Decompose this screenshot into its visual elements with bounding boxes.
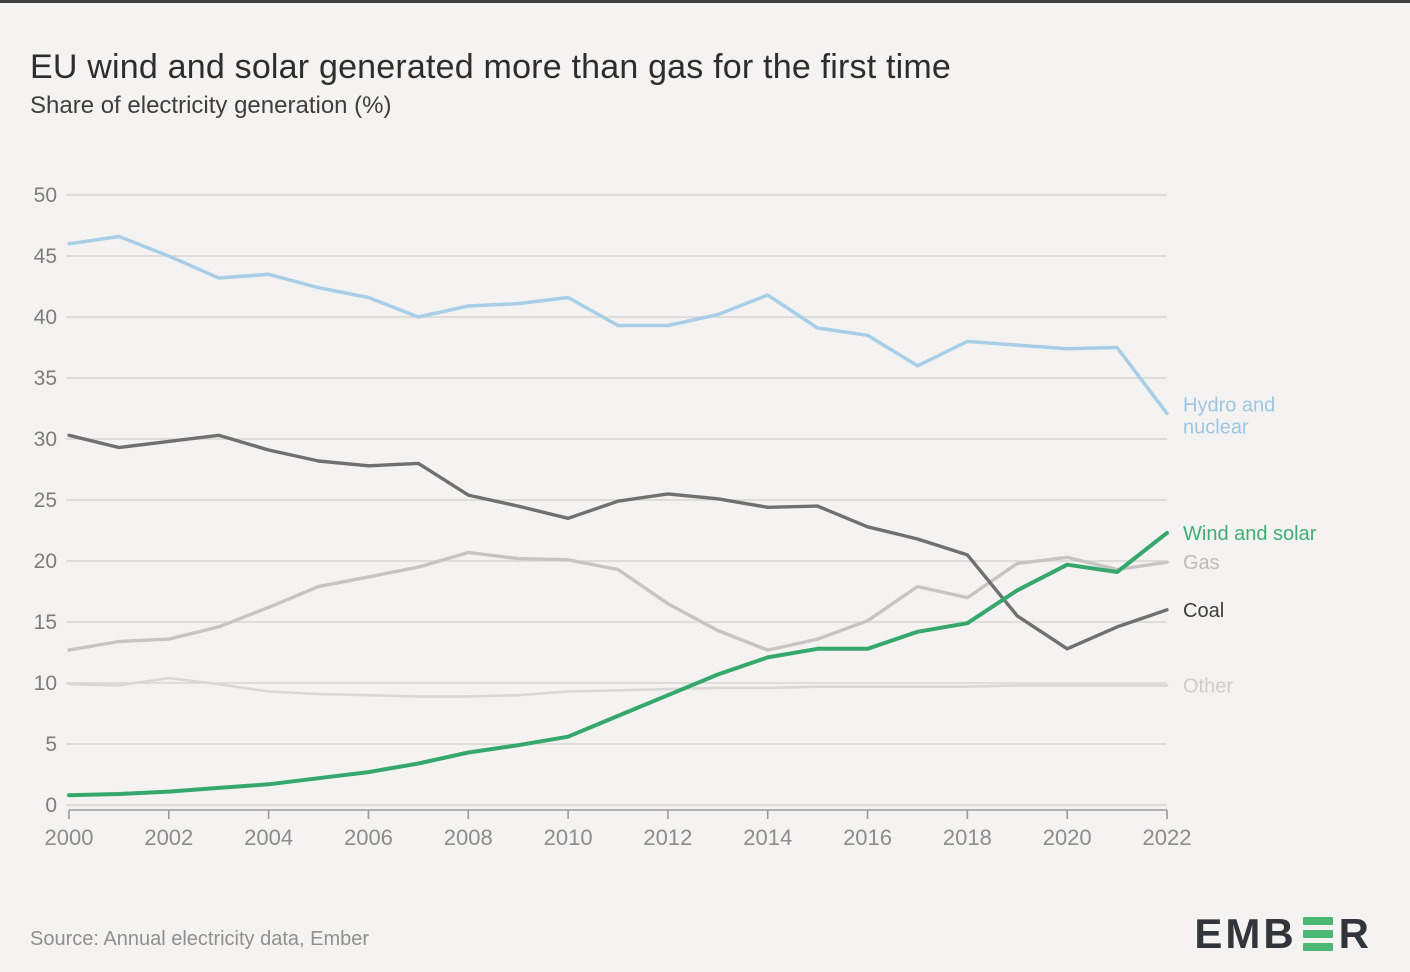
y-tick-label-40: 40: [34, 306, 57, 329]
series-label-wind-and-solar: Wind and solar: [1183, 523, 1317, 545]
y-tick-label-35: 35: [34, 367, 57, 390]
y-tick-label-0: 0: [45, 794, 57, 817]
x-tick-label-2020: 2020: [1043, 825, 1092, 850]
series-label-hydro-and-nuclear: Hydro and nuclear: [1183, 394, 1275, 438]
chart-title: EU wind and solar generated more than ga…: [30, 47, 952, 86]
x-tick-label-2004: 2004: [244, 825, 293, 850]
x-tick-label-2008: 2008: [444, 825, 493, 850]
x-tick-label-2016: 2016: [843, 825, 892, 850]
screenshot-top-edge-artifact: [0, 0, 1410, 3]
series-line-gas: [67, 550, 1169, 652]
ember-logo: EMB R: [1194, 908, 1372, 960]
y-tick-label-25: 25: [34, 489, 57, 512]
chart-subtitle: Share of electricity generation (%): [30, 92, 392, 119]
series-line-hydro-and-nuclear: [67, 234, 1169, 416]
x-tick-label-2000: 2000: [45, 825, 94, 850]
ember-logo-text-suffix: R: [1338, 910, 1372, 957]
x-tick-label-2012: 2012: [643, 825, 692, 850]
series-line-coal: [67, 433, 1169, 651]
series-label-other: Other: [1183, 675, 1233, 697]
x-tick-label-2022: 2022: [1143, 825, 1192, 850]
series-line-wind-and-solar: [67, 530, 1169, 798]
x-tick-label-2010: 2010: [544, 825, 593, 850]
y-tick-label-30: 30: [34, 428, 57, 451]
source-note: Source: Annual electricity data, Ember: [30, 928, 370, 950]
y-tick-label-45: 45: [34, 245, 57, 268]
x-tick-label-2018: 2018: [943, 825, 992, 850]
ember-logo-text-prefix: EMB: [1194, 910, 1297, 957]
y-tick-label-5: 5: [45, 733, 57, 756]
y-tick-label-10: 10: [34, 672, 57, 695]
x-tick-label-2002: 2002: [144, 825, 193, 850]
y-tick-label-50: 50: [34, 184, 57, 207]
y-tick-label-20: 20: [34, 550, 57, 573]
x-tick-label-2006: 2006: [344, 825, 393, 850]
ember-logo-e-bars-icon: [1302, 917, 1333, 951]
y-tick-label-15: 15: [34, 611, 57, 634]
series-line-other: [67, 676, 1169, 698]
x-tick-label-2014: 2014: [743, 825, 792, 850]
series-label-coal: Coal: [1183, 600, 1224, 622]
series-label-gas: Gas: [1183, 552, 1220, 574]
